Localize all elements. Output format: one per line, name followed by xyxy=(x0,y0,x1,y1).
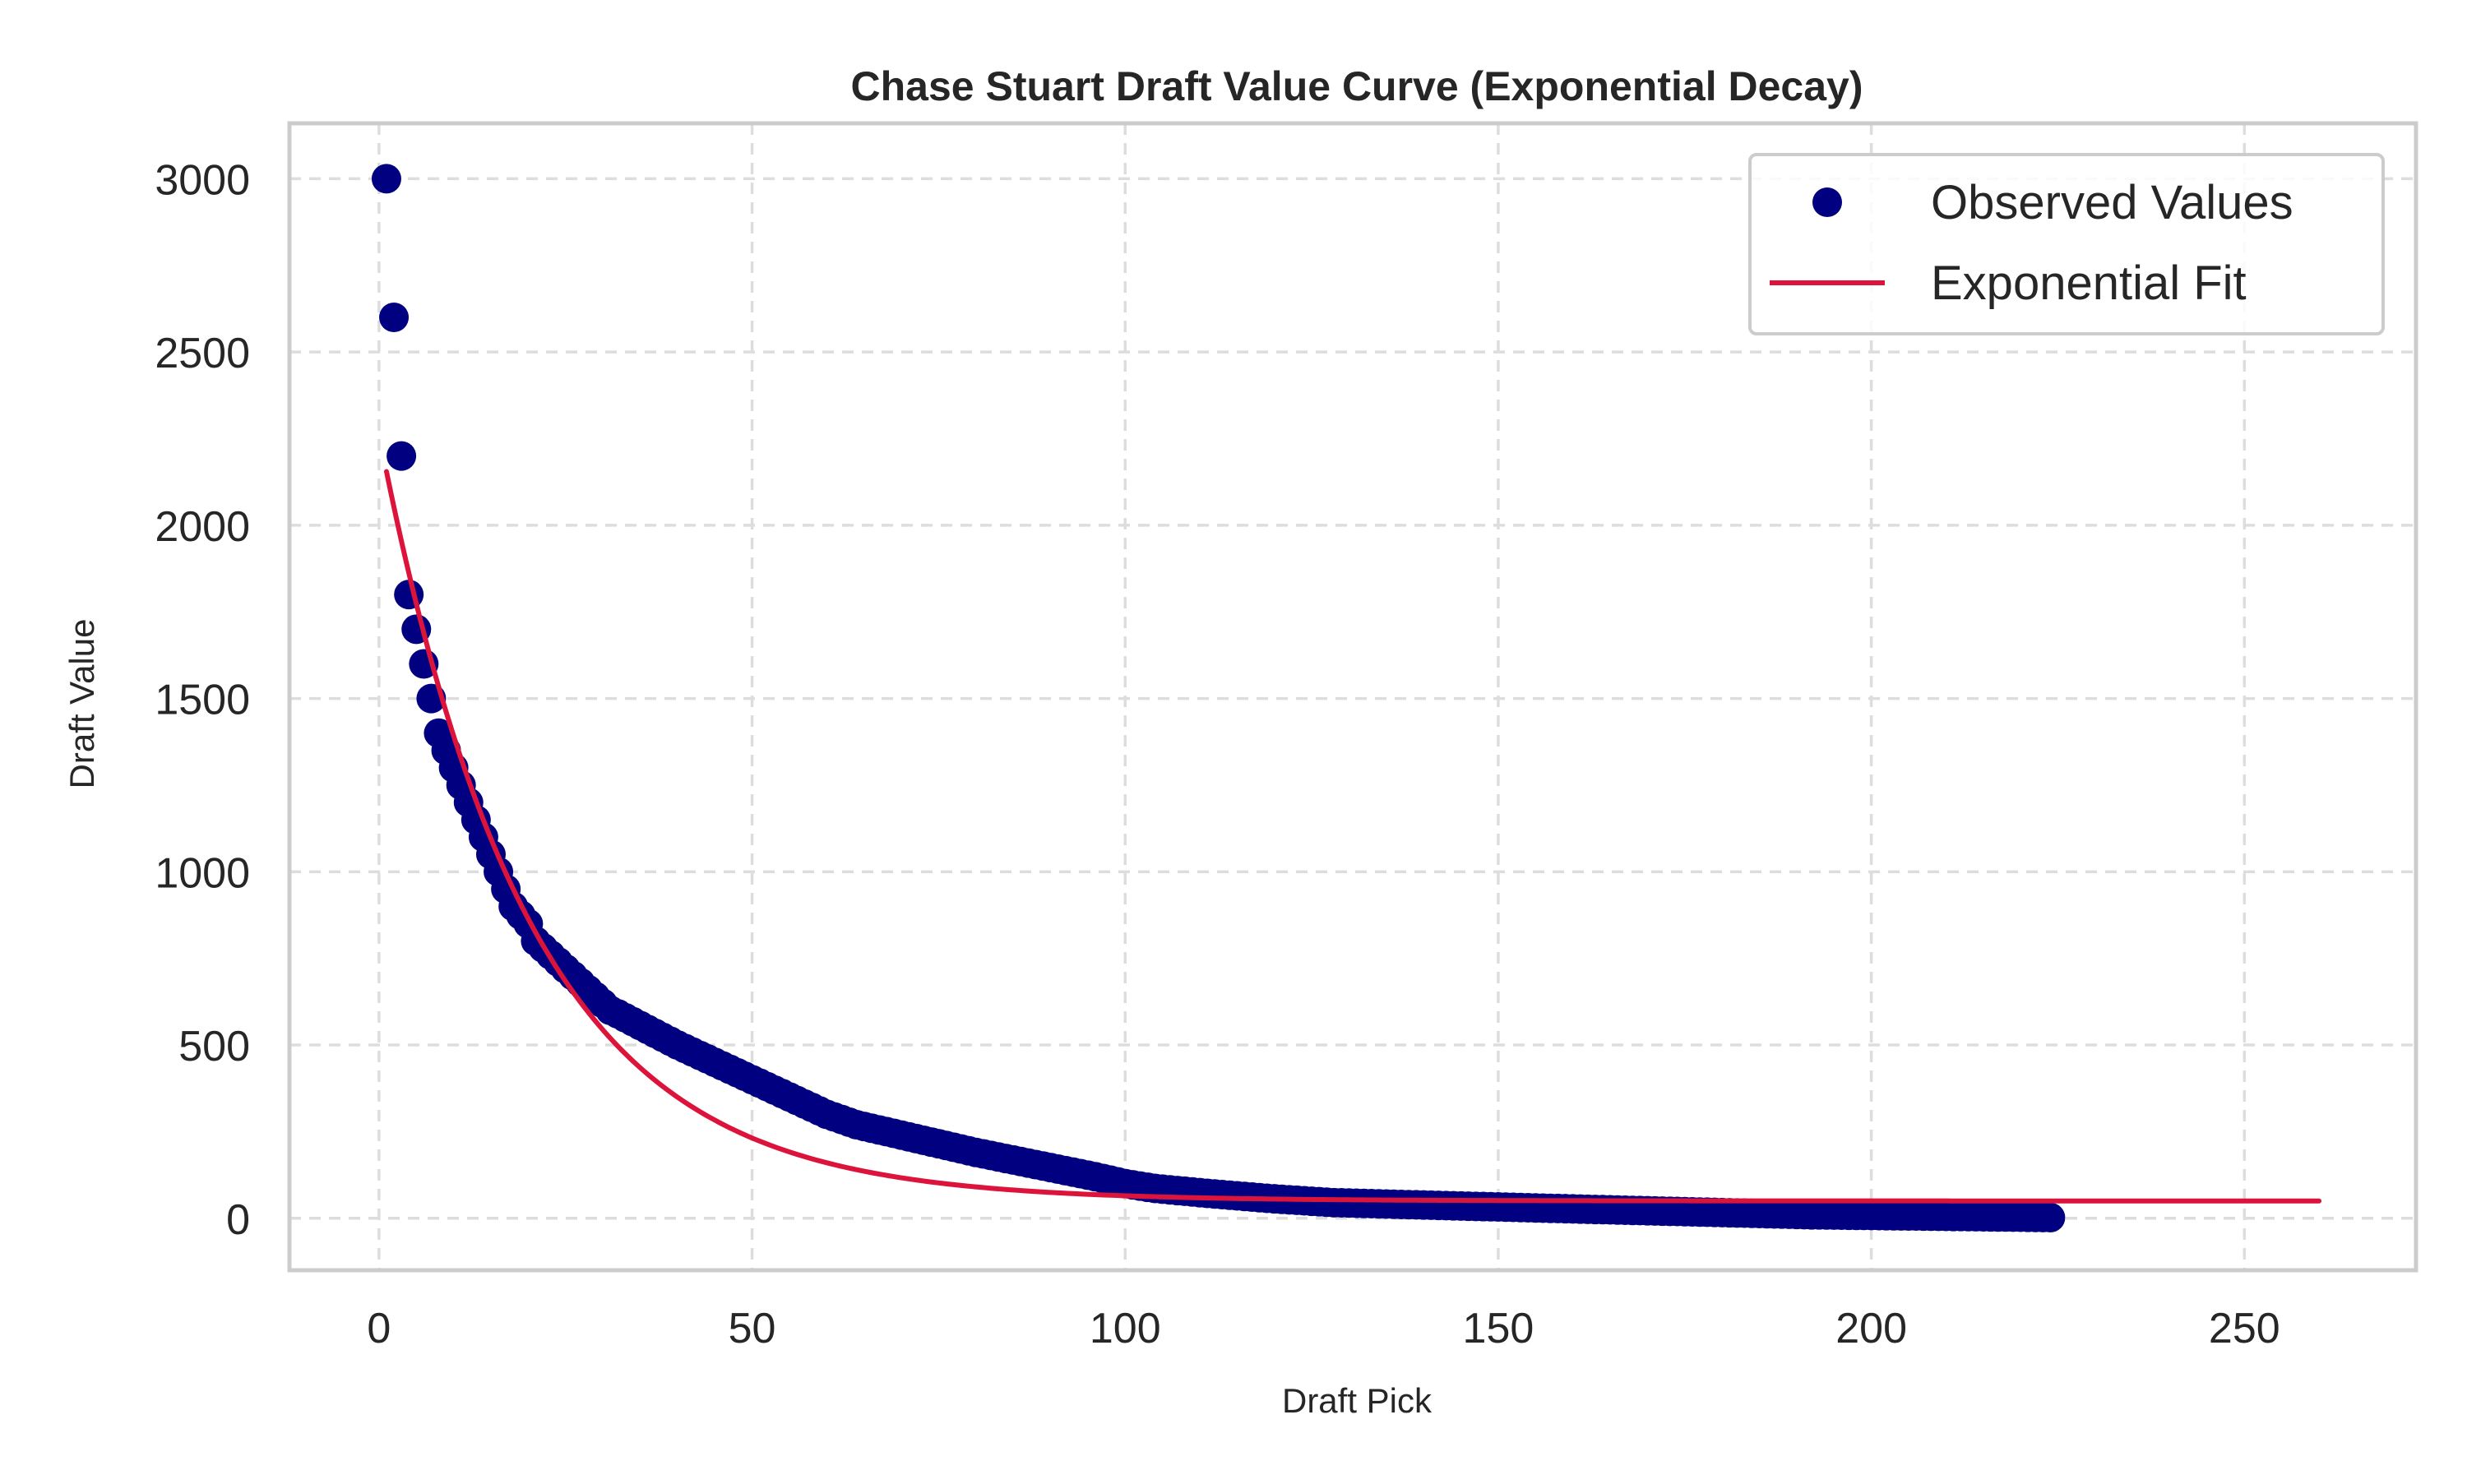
x-tick-label: 200 xyxy=(1835,1305,1907,1352)
legend-label-observed: Observed Values xyxy=(1931,176,2293,229)
x-tick-label: 0 xyxy=(367,1305,391,1352)
legend: Observed Values Exponential Fit xyxy=(1748,153,2385,335)
y-tick-label: 2000 xyxy=(155,503,250,551)
legend-label-fit: Exponential Fit xyxy=(1931,257,2247,310)
x-axis-label: Draft Pick xyxy=(1282,1381,1433,1420)
observed-point xyxy=(379,303,410,333)
y-axis-ticks: 0 500 1000 1500 2000 2500 3000 xyxy=(155,156,250,1243)
fit-series xyxy=(383,469,2322,1204)
plot-frame xyxy=(287,121,2418,1273)
y-tick-label: 0 xyxy=(226,1196,250,1244)
x-tick-label: 150 xyxy=(1463,1305,1534,1352)
x-tick-label: 100 xyxy=(1090,1305,1161,1352)
observed-point xyxy=(386,441,417,471)
y-tick-label: 500 xyxy=(178,1023,250,1070)
fit-curve xyxy=(383,469,2322,1204)
observed-point xyxy=(2035,1202,2066,1232)
x-tick-label: 50 xyxy=(729,1305,776,1352)
legend-box xyxy=(1748,153,2385,335)
y-tick-label: 2500 xyxy=(155,330,250,377)
observed-point xyxy=(371,164,401,194)
chart-title: Chase Stuart Draft Value Curve (Exponent… xyxy=(851,63,1863,109)
observed-point xyxy=(394,580,424,610)
x-axis-ticks: 0 50 100 150 200 250 xyxy=(367,1305,2280,1352)
y-tick-label: 3000 xyxy=(155,156,250,204)
x-tick-label: 250 xyxy=(2209,1305,2280,1352)
y-tick-label: 1500 xyxy=(155,677,250,724)
y-tick-label: 1000 xyxy=(155,849,250,897)
legend-marker-observed xyxy=(1812,187,1842,217)
y-axis-label: Draft Value xyxy=(62,619,101,789)
